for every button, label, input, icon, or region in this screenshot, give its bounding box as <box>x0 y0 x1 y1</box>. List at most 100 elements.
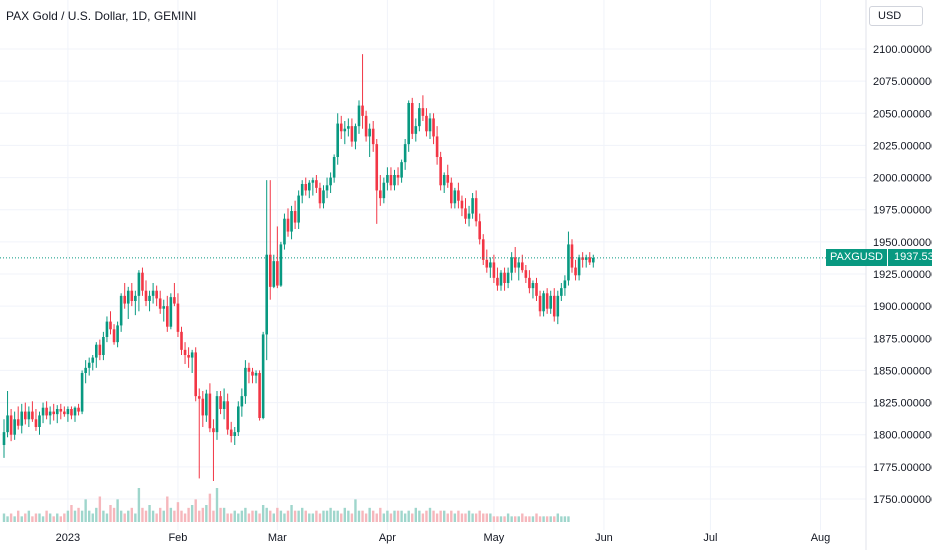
volume-bar <box>272 513 275 522</box>
candle-body <box>162 306 166 309</box>
volume-bar <box>105 513 109 522</box>
candle-body <box>524 270 528 278</box>
candle-body <box>379 190 382 199</box>
candle-body <box>435 136 439 157</box>
volume-bar <box>24 513 27 522</box>
volume-bar <box>322 510 325 522</box>
time-axis[interactable]: 2023 Feb Mar Apr May Jun Jul Aug <box>56 532 831 544</box>
candle-body <box>166 306 169 327</box>
volume-bar <box>332 510 336 522</box>
volume-bar <box>187 507 190 522</box>
volume-bar <box>432 510 435 522</box>
candle-body <box>450 182 453 204</box>
candle-body <box>48 411 52 416</box>
candle-body <box>73 407 77 416</box>
volume-bar <box>13 516 16 522</box>
candle-body <box>442 175 446 186</box>
volume-bar <box>464 513 467 522</box>
volume-bar <box>435 513 439 522</box>
price-axis[interactable]: 1750.000000 1775.000000 1800.000000 1825.00… <box>873 44 932 506</box>
volume-bar <box>375 513 378 522</box>
volume-bar <box>251 510 254 522</box>
volume-bar <box>560 516 563 522</box>
candle-body <box>577 257 581 276</box>
volume-bar <box>496 516 499 522</box>
candle-body <box>563 280 567 289</box>
volume-bar <box>144 510 148 522</box>
candle-body <box>297 195 300 223</box>
volume-bar <box>84 499 87 522</box>
volume-bar <box>414 507 417 522</box>
volume-bar <box>276 507 279 522</box>
volume-bar <box>524 516 528 522</box>
y-tick-label: 1825.000000 <box>873 398 932 410</box>
volume-bar <box>400 510 403 522</box>
candle-body <box>329 177 332 186</box>
volume-bar <box>98 496 102 522</box>
volume-bar <box>368 507 371 522</box>
candle-body <box>240 396 244 407</box>
volume-bar <box>215 488 219 522</box>
candle-body <box>552 295 556 317</box>
volume-bar <box>116 499 119 522</box>
volume-bar <box>450 510 453 522</box>
volume-bar <box>240 510 244 522</box>
candle-body <box>244 367 247 397</box>
volume-bar <box>219 507 222 522</box>
candle-body <box>226 401 229 430</box>
candle-body <box>457 190 460 201</box>
volume-bar <box>176 502 180 522</box>
candle-body <box>325 185 329 191</box>
candle-body <box>112 329 116 343</box>
volume-bar <box>52 516 55 522</box>
volume-bar <box>31 516 34 522</box>
y-tick-label: 1975.000000 <box>873 205 932 217</box>
volume-bar <box>20 516 23 522</box>
volume-bar <box>542 516 545 522</box>
candle-body <box>66 409 70 415</box>
volume-bar <box>393 510 396 522</box>
volume-bar <box>386 510 389 522</box>
volume-bar <box>226 513 229 522</box>
volume-bar <box>169 507 173 522</box>
candle-body <box>279 244 283 286</box>
candle-body <box>567 244 570 281</box>
volume-bar <box>233 510 236 522</box>
y-tick-label: 2075.000000 <box>873 76 932 88</box>
volume-bar <box>538 516 542 522</box>
volume-bar <box>66 510 70 522</box>
candle-body <box>592 257 595 263</box>
candle-body <box>418 108 421 127</box>
volume-bar <box>183 513 187 522</box>
candle-body <box>460 200 464 209</box>
candle-body <box>496 277 499 286</box>
volume-bar <box>9 513 13 522</box>
candle-body <box>212 428 215 433</box>
candle-body <box>357 105 361 127</box>
candle-body <box>336 123 339 157</box>
volume-bar <box>148 505 151 522</box>
volume-bar <box>265 507 268 522</box>
volume-bar <box>361 510 364 522</box>
volume-bar <box>485 513 488 522</box>
candle-body <box>581 257 584 260</box>
candle-body <box>59 409 63 412</box>
candle-body <box>16 419 20 426</box>
candle-body <box>130 290 134 301</box>
volume-bar <box>244 507 247 522</box>
y-tick-label: 2050.000000 <box>873 108 932 120</box>
candle-body <box>41 407 45 416</box>
volume-bar <box>382 513 386 522</box>
volume-bar <box>535 513 538 522</box>
candle-body <box>265 254 268 335</box>
volume-bar <box>531 516 535 522</box>
candle-body <box>102 337 105 355</box>
volume-bar <box>2 513 6 522</box>
candle-body <box>453 190 457 204</box>
candle-body <box>169 297 173 327</box>
candle-body <box>258 373 261 418</box>
candle-body <box>354 126 357 142</box>
currency-selector[interactable]: USD <box>869 6 923 26</box>
candle-body <box>478 221 481 240</box>
